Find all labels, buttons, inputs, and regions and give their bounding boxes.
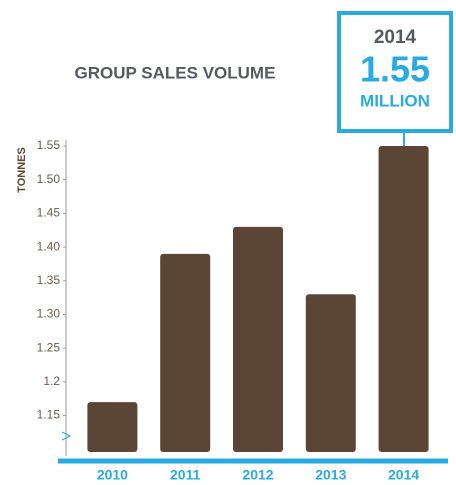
chart-title: GROUP SALES VOLUME xyxy=(75,63,276,82)
x-tick-label: 2013 xyxy=(315,467,346,483)
y-axis-label: TONNES xyxy=(16,147,28,193)
callout-value: 1.55 xyxy=(360,49,430,90)
bar xyxy=(160,253,211,452)
y-tick-label: 1.15 xyxy=(37,408,61,422)
y-tick-label: 1.2 xyxy=(43,374,60,388)
y-tick-label: 1.35 xyxy=(37,273,61,287)
x-tick-label: 2010 xyxy=(97,467,128,483)
bar xyxy=(233,226,283,452)
x-tick-label: 2012 xyxy=(242,467,273,483)
y-tick-label: 1.55 xyxy=(37,138,61,152)
bar xyxy=(378,146,429,452)
callout-unit: MILLION xyxy=(360,91,430,110)
callout-box xyxy=(337,11,453,133)
x-tick-label: 2011 xyxy=(170,467,201,483)
y-tick-label: 1.25 xyxy=(37,340,61,354)
axis-break xyxy=(61,431,72,441)
bar xyxy=(305,294,356,452)
callout-year: 2014 xyxy=(374,27,417,48)
y-tick-label: 1.40 xyxy=(37,239,61,253)
y-tick-label: 1.45 xyxy=(37,206,61,220)
x-tick-label: 2014 xyxy=(388,467,419,483)
bar xyxy=(87,402,138,452)
y-tick-label: 1.50 xyxy=(37,172,61,186)
y-tick-label: 1.30 xyxy=(37,307,61,321)
